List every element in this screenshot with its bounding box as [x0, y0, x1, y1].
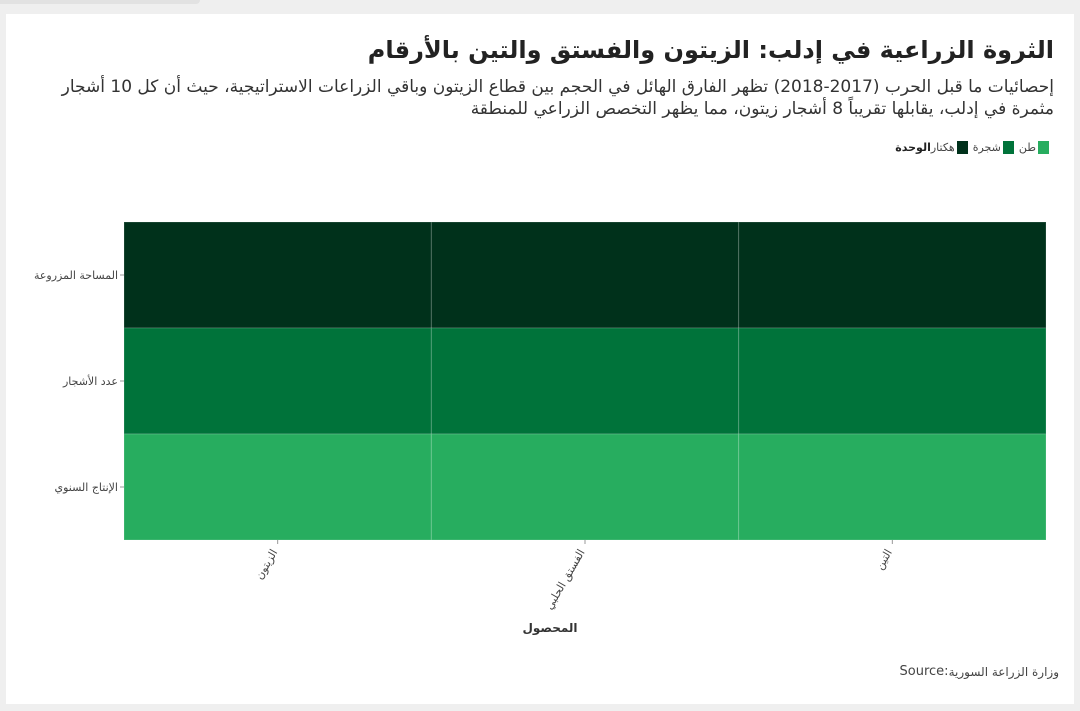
- heatmap-cell: [738, 221, 1047, 329]
- heatmap-cell: [123, 221, 432, 329]
- legend-swatch-hectare: [956, 141, 968, 154]
- x-axis-label: المحصول: [522, 621, 577, 636]
- heatmap-cell: [430, 327, 740, 435]
- y-tick-label: المساحة المزروعة: [34, 269, 118, 282]
- legend-label-ton: طن: [1018, 141, 1036, 154]
- tab-stub: [0, 0, 200, 4]
- heatmap-cell: [430, 221, 740, 329]
- heatmap-cell: [123, 327, 432, 435]
- x-tick-label: الزيتون: [253, 547, 281, 582]
- legend-item-ton[interactable]: طن: [1019, 141, 1049, 154]
- y-tick-label: الإنتاج السنوي: [55, 481, 119, 494]
- legend-title: الوحدة: [895, 141, 931, 154]
- heatmap-cell: [430, 433, 740, 541]
- legend-swatch-ton: [1038, 141, 1049, 154]
- heatmap-cell: [738, 433, 1047, 541]
- heatmap-cell: [123, 433, 432, 541]
- x-tick-label: التين: [873, 547, 895, 572]
- legend: الوحدة هكتار شجرة طن: [892, 141, 1054, 154]
- chart-card: الثروة الزراعية في إدلب: الزيتون والفستق…: [6, 14, 1074, 704]
- heatmap-chart: المساحة المزروعة عدد الأشجار الإنتاج السنو…: [34, 221, 1047, 636]
- chart-subtitle: إحصائيات ما قبل الحرب (2017-2018) تظهر ا…: [61, 77, 1054, 119]
- legend-swatch-tree: [1002, 141, 1014, 154]
- heatmap-cell: [738, 327, 1047, 435]
- legend-label-tree: شجرة: [972, 141, 1001, 154]
- legend-label-hectare: هكتار: [930, 141, 955, 154]
- legend-item-tree[interactable]: شجرة: [973, 141, 1014, 154]
- source-prefix: Source:: [899, 664, 949, 679]
- chart-title: الثروة الزراعية في إدلب: الزيتون والفستق…: [367, 36, 1054, 64]
- y-tick-label: عدد الأشجار: [62, 374, 118, 388]
- x-tick-label: الفستق الحلبي: [543, 547, 589, 612]
- legend-item-hectare[interactable]: هكتار: [931, 141, 968, 154]
- source-note: Source: وزارة الزراعة السورية: [900, 664, 1059, 679]
- source-org: وزارة الزراعة السورية: [948, 664, 1059, 679]
